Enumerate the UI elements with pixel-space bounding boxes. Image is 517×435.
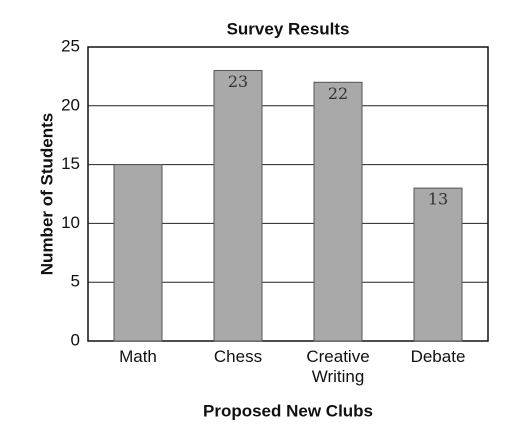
y-tick-label: 15 xyxy=(61,154,80,173)
bar xyxy=(313,81,363,342)
y-axis-title: Number of Students xyxy=(37,113,56,275)
x-tick-label: Creative Writing xyxy=(306,347,370,386)
x-axis-title: Proposed New Clubs xyxy=(203,401,373,420)
x-tick-label: Math xyxy=(119,347,157,366)
y-tick-label: 10 xyxy=(61,213,80,232)
plot-frame xyxy=(87,46,489,342)
x-tick-label-box: Creative Writing xyxy=(306,347,370,386)
x-tick-label: Debate xyxy=(410,347,466,366)
bar xyxy=(413,187,463,342)
bar xyxy=(213,70,263,342)
y-tick-label: 25 xyxy=(61,36,80,55)
x-tick-label-box: Math xyxy=(119,347,157,366)
value-label: 22 xyxy=(328,84,348,103)
y-tick-label: 20 xyxy=(61,95,80,114)
value-label: 13 xyxy=(428,190,448,209)
x-tick-label-box: Debate xyxy=(410,347,466,366)
value-label: 23 xyxy=(228,72,248,91)
y-tick-label: 5 xyxy=(71,272,80,291)
x-tick-label-box: Chess xyxy=(213,347,263,366)
x-tick-label: Chess xyxy=(213,347,263,366)
y-tick-label: 0 xyxy=(71,330,80,349)
chart-title: Survey Results xyxy=(227,19,350,38)
bar xyxy=(113,164,163,342)
